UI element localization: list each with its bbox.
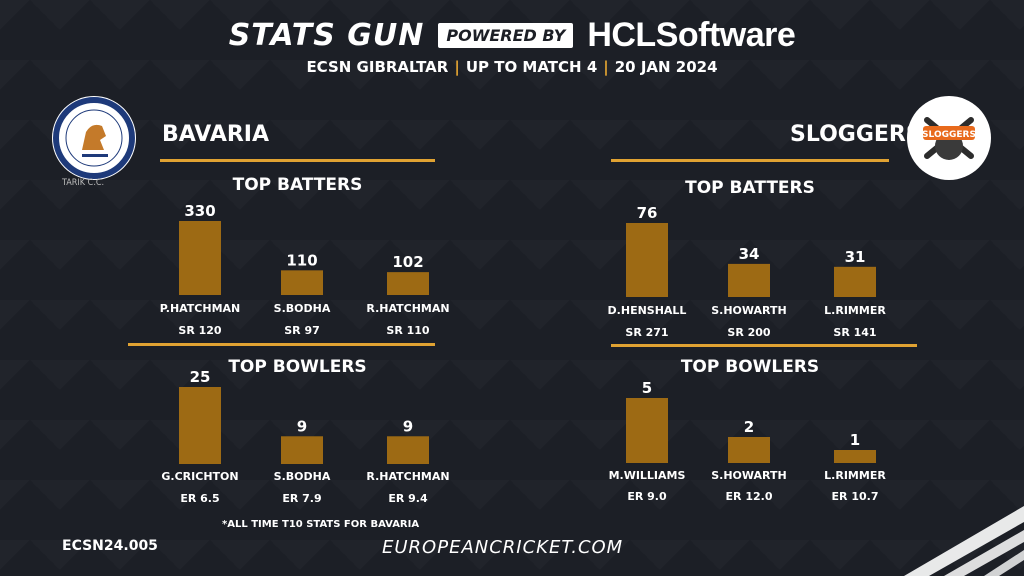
- sloggers-logo: SLOGGERS: [907, 96, 991, 180]
- bar-value-label: 31: [845, 248, 866, 266]
- bar: [626, 398, 668, 463]
- bar: [834, 450, 876, 463]
- sponsor-suffix: Software: [655, 15, 796, 54]
- team-name-right: SLOGGERS: [790, 122, 922, 147]
- team-name-left: BAVARIA: [162, 122, 270, 147]
- bar: [179, 221, 221, 295]
- category-label: S.BODHA: [274, 302, 331, 315]
- category-label: R.HATCHMAN: [366, 302, 449, 315]
- bar: [387, 436, 429, 464]
- category-label: D.HENSHALL: [608, 304, 687, 317]
- match-range: UP TO MATCH 4: [465, 58, 598, 76]
- category-label: S.BODHA: [274, 470, 331, 483]
- rate-label: SR 200: [727, 326, 771, 339]
- category-label: M.WILLIAMS: [609, 469, 686, 482]
- bar-value-label: 34: [739, 245, 760, 263]
- category-label: R.HATCHMAN: [366, 470, 449, 483]
- bar: [387, 272, 429, 295]
- section-divider-right: [611, 344, 917, 347]
- sponsor-logo: HCLSoftware: [587, 16, 795, 55]
- category-label: L.RIMMER: [824, 304, 886, 317]
- brand-title: STATS GUN: [228, 17, 425, 53]
- bar: [281, 270, 323, 295]
- category-label: S.HOWARTH: [711, 469, 787, 482]
- bar: [728, 437, 770, 463]
- bar: [728, 263, 770, 297]
- left-bowlers-chart: 25 G.CRICHTON ER 6.5 9 S.BODHA ER 7.9 9 R.HATCH…: [161, 368, 449, 505]
- rate-label: SR 271: [625, 326, 668, 339]
- rate-label: SR 97: [284, 324, 320, 337]
- rate-label: ER 10.7: [832, 490, 879, 503]
- bar: [281, 436, 323, 464]
- rate-label: ER 7.9: [282, 492, 321, 505]
- rate-label: SR 120: [178, 324, 222, 337]
- rate-label: ER 6.5: [180, 492, 219, 505]
- website-link[interactable]: EUROPEANCRICKET.COM: [382, 537, 624, 558]
- league-name: ECSN GIBRALTAR: [306, 58, 449, 76]
- category-label: S.HOWARTH: [711, 304, 787, 317]
- lion-crest-icon: [53, 97, 135, 179]
- right-batters-chart: 76 D.HENSHALL SR 271 34 S.HOWARTH SR 200 31 L.R…: [608, 204, 887, 339]
- bar-value-label: 330: [184, 202, 215, 220]
- rate-label: ER 9.0: [627, 490, 667, 503]
- bar-value-label: 25: [190, 368, 211, 386]
- rate-label: SR 110: [386, 324, 430, 337]
- bar-value-label: 102: [392, 253, 423, 271]
- bar-value-label: 9: [403, 417, 413, 435]
- separator: |: [603, 58, 609, 76]
- category-label: P.HATCHMAN: [160, 302, 241, 315]
- bar: [834, 266, 876, 297]
- bar: [179, 387, 221, 464]
- header-banner: STATS GUN POWERED BY HCLSoftware: [0, 14, 1024, 56]
- bar-value-label: 5: [642, 379, 652, 397]
- team-divider-left: [160, 159, 435, 162]
- powered-by-badge: POWERED BY: [438, 22, 574, 48]
- left-bowlers-title: TOP BOWLERS: [228, 357, 367, 377]
- left-batters-title: TOP BATTERS: [232, 175, 363, 195]
- separator: |: [454, 58, 460, 76]
- match-subtitle: ECSN GIBRALTAR | UP TO MATCH 4 | 20 JAN 2024: [0, 58, 1024, 76]
- match-date: 20 JAN 2024: [614, 58, 718, 76]
- stats-footnote: *ALL TIME T10 STATS FOR BAVARIA: [222, 519, 420, 530]
- team-divider-right: [611, 159, 889, 162]
- left-batters-chart: 330 P.HATCHMAN SR 120 110 S.BODHA SR 97 102 R.H…: [160, 202, 450, 337]
- bar-value-label: 76: [637, 204, 658, 222]
- rate-label: ER 9.4: [388, 492, 428, 505]
- graphic-id: ECSN24.005: [62, 538, 158, 554]
- rate-label: ER 12.0: [726, 490, 773, 503]
- right-batters-title: TOP BATTERS: [685, 178, 815, 198]
- section-divider-left: [128, 343, 435, 346]
- category-label: G.CRICHTON: [161, 470, 238, 483]
- bar-value-label: 110: [286, 251, 317, 269]
- right-bowlers-title: TOP BOWLERS: [680, 357, 820, 377]
- bar-value-label: 1: [850, 431, 860, 449]
- sloggers-logo-text: SLOGGERS: [922, 130, 976, 140]
- decorative-streaks: [904, 506, 1024, 576]
- sponsor-prefix: HCL: [587, 15, 656, 54]
- bar-value-label: 2: [744, 418, 754, 436]
- right-bowlers-chart: 5 M.WILLIAMS ER 9.0 2 S.HOWARTH ER 12.0 1 L.RIM…: [609, 379, 887, 503]
- bar: [626, 223, 668, 297]
- rate-label: SR 141: [833, 326, 876, 339]
- bavaria-logo: [52, 96, 136, 180]
- bar-value-label: 9: [297, 417, 307, 435]
- category-label: L.RIMMER: [824, 469, 886, 482]
- sloggers-crest-icon: SLOGGERS: [909, 98, 989, 178]
- bavaria-logo-caption: TARIK C.C.: [62, 178, 105, 188]
